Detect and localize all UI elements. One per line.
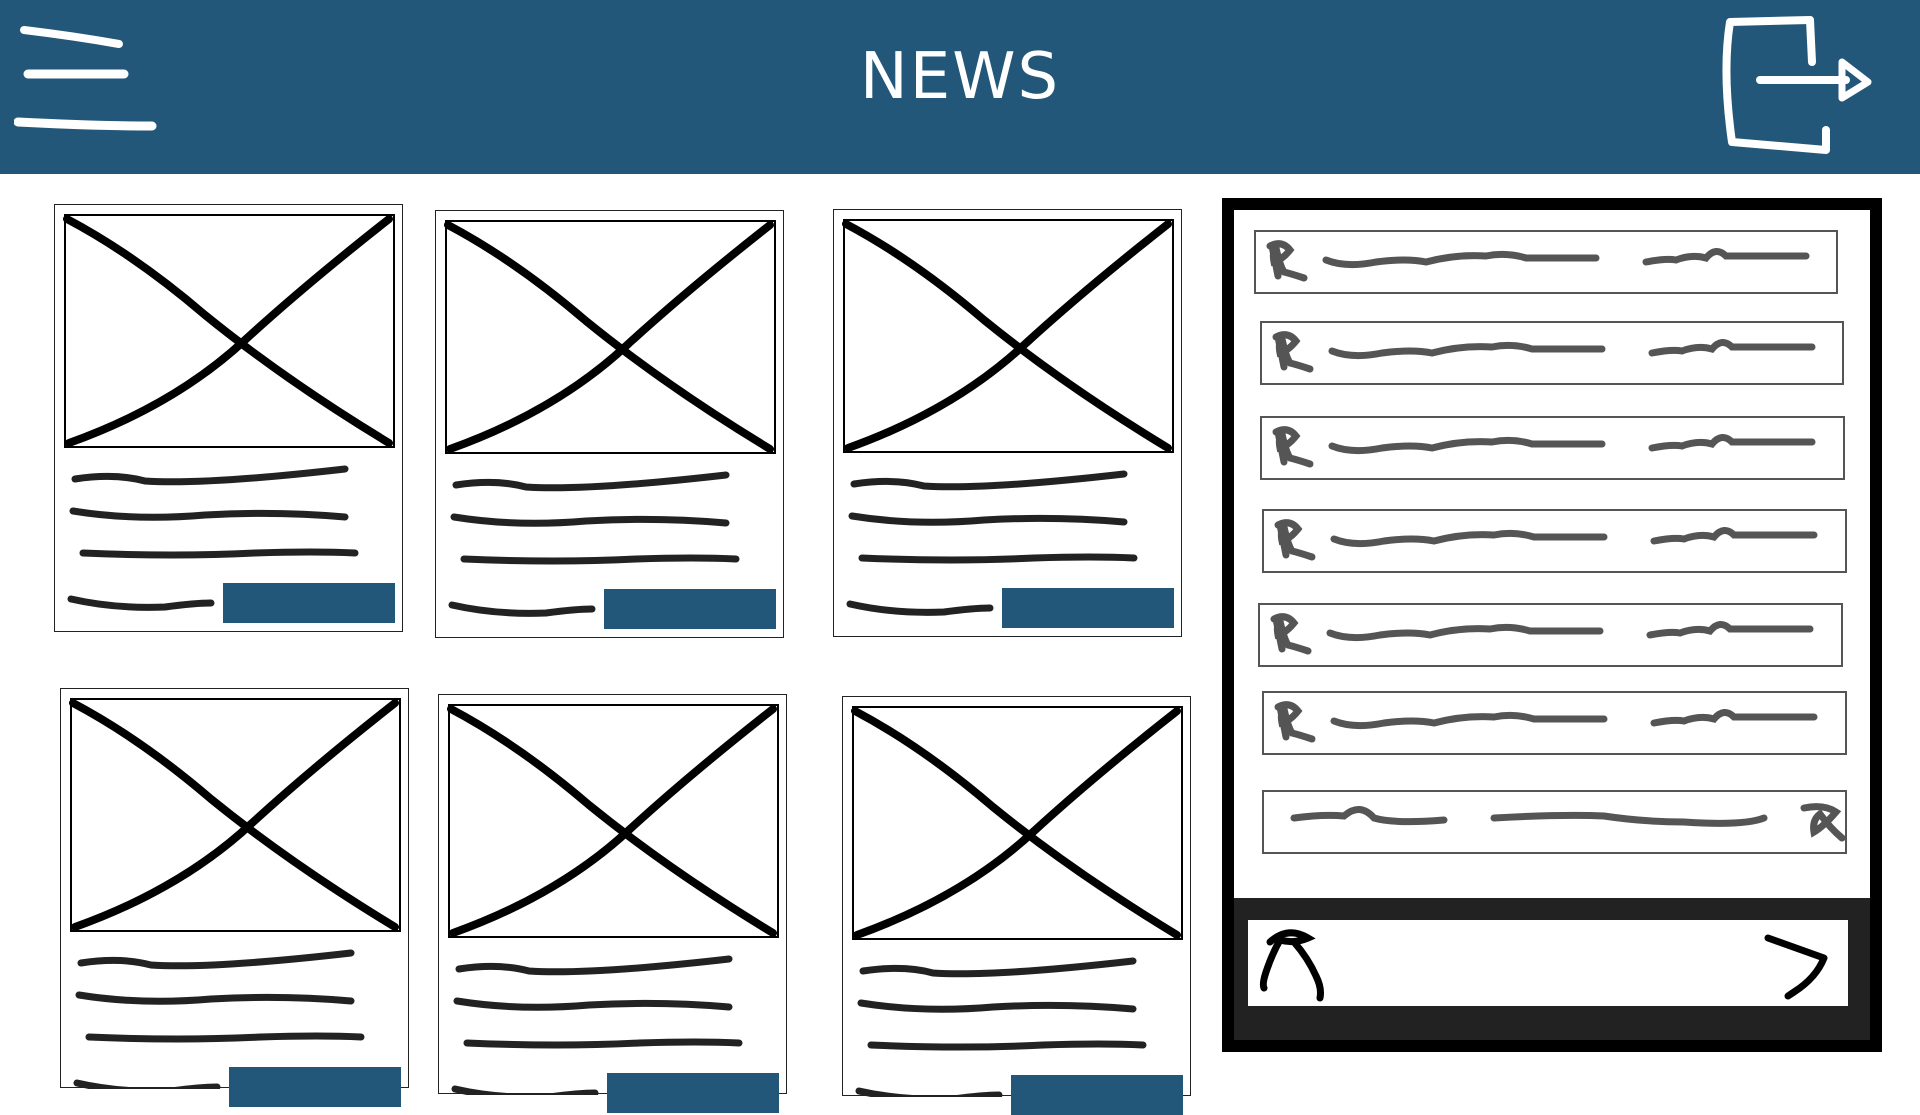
image-placeholder-icon: [842, 219, 1174, 616]
chat-message-received: [1258, 603, 1843, 667]
chat-composer: [1234, 898, 1870, 1040]
news-card[interactable]: [833, 209, 1182, 637]
chat-message-received: [1262, 509, 1847, 573]
chat-message-input[interactable]: [1248, 920, 1848, 1006]
user-icon: [1259, 929, 1324, 1002]
chat-avatar-icon: [1274, 701, 1818, 743]
send-arrow-icon[interactable]: [1762, 926, 1838, 1002]
news-card[interactable]: [842, 696, 1191, 1115]
read-more-button[interactable]: [607, 1073, 779, 1113]
news-card[interactable]: [438, 694, 787, 1113]
chat-message-sent: [1262, 790, 1847, 854]
chat-panel: [1222, 198, 1882, 1052]
image-placeholder-icon: [63, 214, 395, 611]
read-more-button[interactable]: [1002, 588, 1174, 628]
read-more-button[interactable]: [223, 583, 395, 623]
chat-avatar-icon: [1272, 426, 1816, 468]
read-more-button[interactable]: [604, 589, 776, 629]
chat-avatar-icon: [1274, 519, 1818, 561]
image-placeholder-icon: [851, 706, 1183, 1097]
chat-avatar-icon: [1272, 331, 1816, 373]
image-placeholder-icon: [447, 704, 779, 1095]
chat-message-received: [1260, 416, 1845, 480]
chat-message-received: [1260, 321, 1844, 385]
hamburger-menu-icon[interactable]: [14, 18, 164, 138]
image-placeholder-icon: [444, 220, 776, 617]
chat-avatar-icon: [1266, 240, 1810, 282]
read-more-button[interactable]: [229, 1067, 401, 1107]
chat-message-received: [1254, 230, 1838, 294]
chat-message-received: [1262, 691, 1847, 755]
app-header: NEWS: [0, 0, 1920, 174]
news-card[interactable]: [60, 688, 409, 1107]
page-title: NEWS: [859, 40, 1061, 114]
news-card[interactable]: [435, 210, 784, 638]
read-more-button[interactable]: [1011, 1075, 1183, 1115]
logout-icon[interactable]: [1718, 12, 1878, 162]
image-placeholder-icon: [69, 698, 401, 1089]
chat-avatar-icon: [1270, 613, 1814, 655]
chat-avatar-icon: [1290, 803, 1846, 842]
news-card[interactable]: [54, 204, 403, 632]
